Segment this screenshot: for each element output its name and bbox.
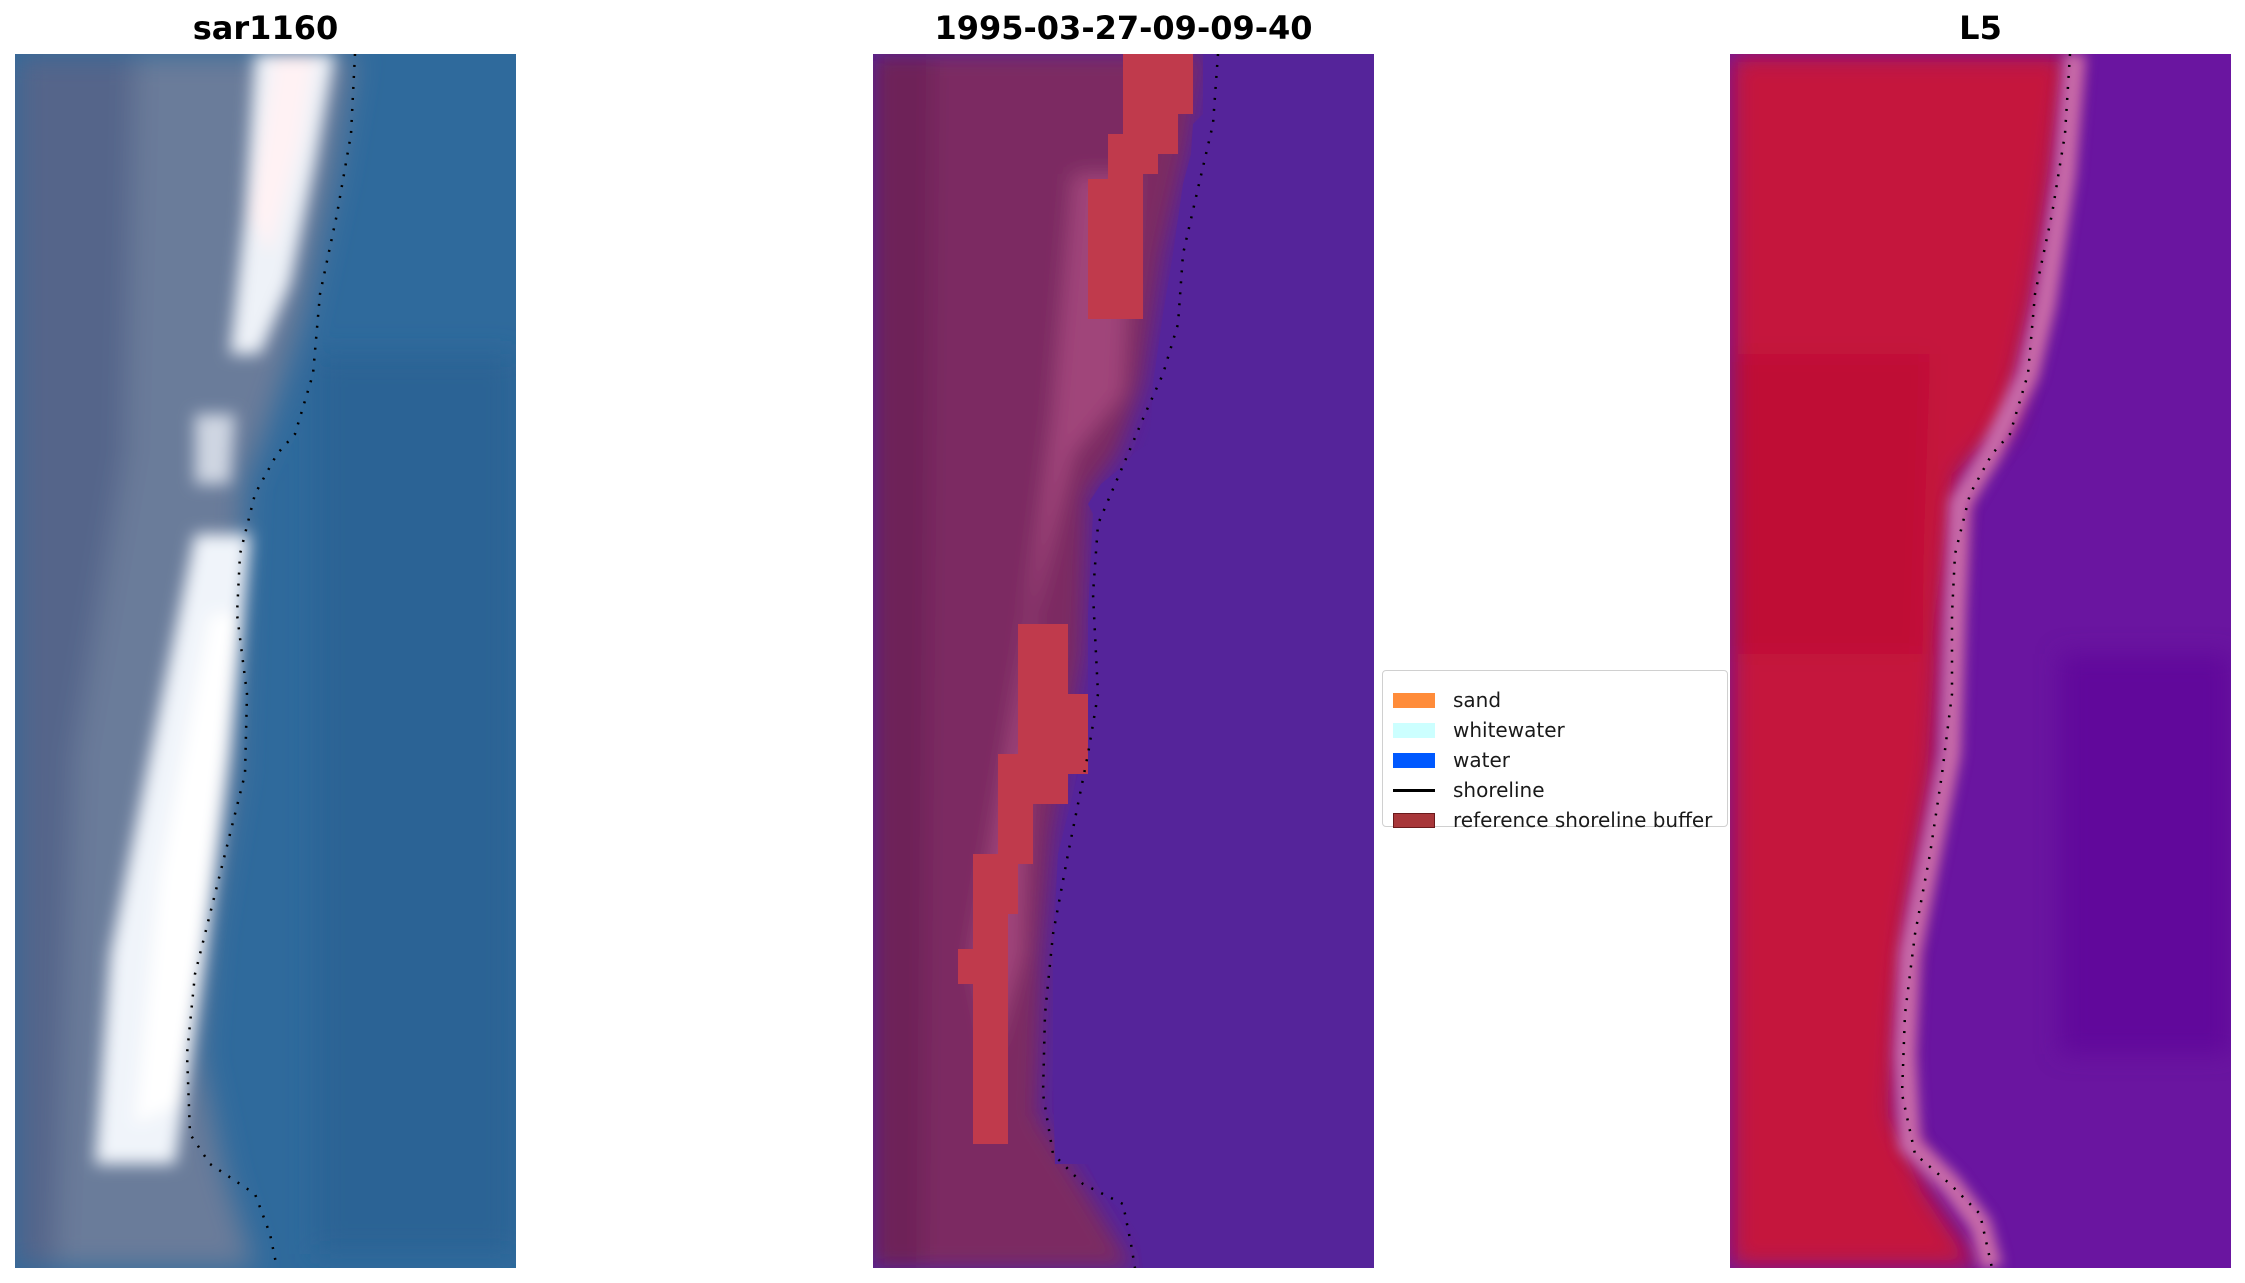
- legend-label: reference shoreline buffer: [1453, 808, 1713, 832]
- panel-title-index: L5: [1959, 9, 2002, 47]
- buffer-swatch: [1393, 813, 1435, 828]
- sand-swatch: [1393, 693, 1435, 708]
- rgb-image: [15, 54, 516, 1268]
- shoreline-line-symbol: [1393, 789, 1435, 792]
- classification-panel: [873, 54, 1374, 1268]
- panel-title-rgb: sar1160: [192, 9, 339, 47]
- legend-label: whitewater: [1453, 718, 1565, 742]
- water-swatch: [1393, 753, 1435, 768]
- legend-item-whitewater: whitewater: [1393, 715, 1723, 745]
- legend-item-reference-shoreline-buffer: reference shoreline buffer: [1393, 805, 1723, 835]
- legend-label: shoreline: [1453, 778, 1545, 802]
- classification-image: [873, 54, 1374, 1268]
- legend-item-sand: sand: [1393, 685, 1723, 715]
- panel-title-classified: 1995-03-27-09-09-40: [934, 9, 1313, 47]
- index-image: [1730, 54, 2231, 1268]
- rgb-image-panel: [15, 54, 516, 1268]
- legend-label: water: [1453, 748, 1510, 772]
- whitewater-swatch: [1393, 723, 1435, 738]
- legend-item-water: water: [1393, 745, 1723, 775]
- legend-item-shoreline: shoreline: [1393, 775, 1723, 805]
- legend: sand whitewater water shoreline referenc…: [1382, 670, 1728, 832]
- legend-label: sand: [1453, 688, 1502, 712]
- index-panel: [1730, 54, 2231, 1268]
